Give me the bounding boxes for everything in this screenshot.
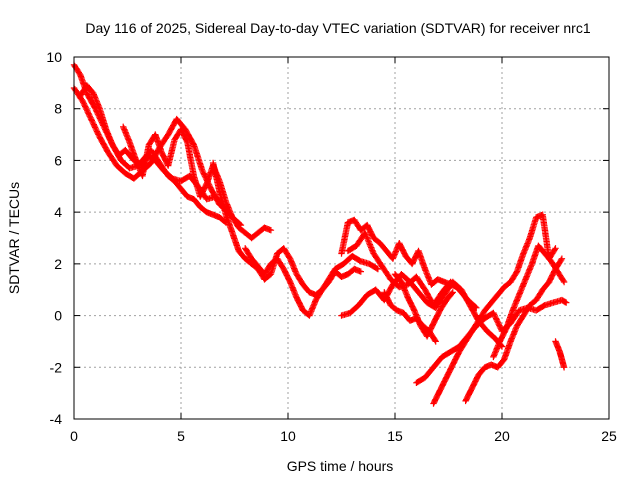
x-tick-label: 20	[494, 428, 510, 444]
series-track-15	[490, 242, 568, 361]
x-tick-label: 25	[601, 428, 617, 444]
series-markers	[462, 255, 566, 405]
series-track-4	[120, 123, 275, 242]
axis-ticks: 0 5 10 15 20 25 -4 -2 0 2 4 6 8 10	[46, 49, 617, 444]
y-tick-label: 6	[54, 152, 62, 168]
y-tick-label: 8	[54, 101, 62, 117]
series-track-14	[462, 255, 566, 405]
series-markers	[338, 216, 461, 291]
series-track-16	[552, 338, 568, 371]
series-track-11	[381, 289, 439, 345]
series-track-3	[77, 82, 230, 226]
series-track-5	[209, 159, 382, 299]
series-markers	[209, 159, 382, 299]
y-tick-label: 2	[54, 256, 62, 272]
y-axis-label: SDTVAR / TECUs	[6, 182, 22, 294]
data-series	[70, 61, 570, 407]
series-markers	[120, 123, 275, 242]
series-markers	[242, 245, 364, 319]
x-tick-label: 10	[280, 428, 296, 444]
series-markers	[490, 242, 568, 361]
x-tick-label: 15	[387, 428, 403, 444]
chart-title: Day 116 of 2025, Sidereal Day-to-day VTE…	[85, 20, 590, 36]
y-tick-label: 0	[54, 308, 62, 324]
y-tick-label: -4	[50, 411, 63, 427]
series-track-7	[338, 216, 461, 291]
x-axis-label: GPS time / hours	[287, 458, 394, 474]
x-tick-label: 0	[70, 428, 78, 444]
x-tick-label: 5	[177, 428, 185, 444]
series-track-6	[242, 245, 364, 319]
series-markers	[430, 211, 559, 407]
y-tick-label: 4	[54, 204, 62, 220]
y-tick-label: -2	[50, 359, 63, 375]
series-track-13	[430, 211, 559, 407]
series-markers	[552, 338, 568, 371]
y-tick-label: 10	[46, 49, 62, 65]
plot-frame	[73, 56, 610, 420]
series-markers	[77, 82, 230, 226]
